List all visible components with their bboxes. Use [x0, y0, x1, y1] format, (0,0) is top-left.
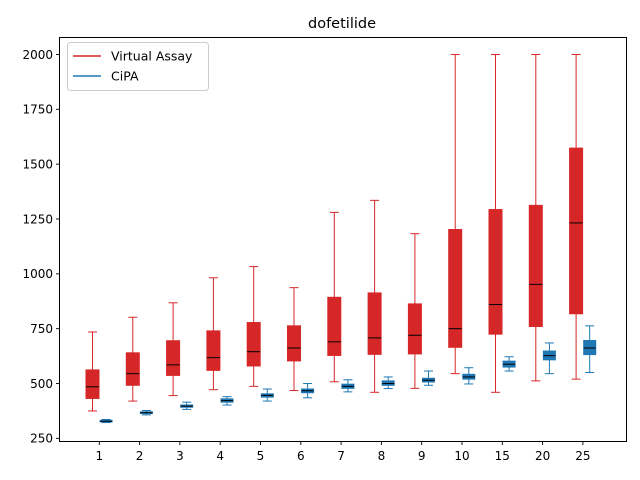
y-tick-label: 2000 [22, 48, 53, 62]
box-body [246, 322, 261, 367]
axes-frame [59, 37, 627, 442]
legend: Virtual Assay CiPA [67, 42, 209, 91]
box-body [166, 340, 181, 376]
x-tick-label: 3 [176, 449, 184, 463]
box-5 [260, 388, 274, 402]
box-8 [381, 376, 395, 390]
axes: 250 500 750 1000 1250 1500 1750 2000 1 2 3 4 5 6 7 8 9 10… [22, 48, 590, 463]
x-tick-label: 9 [418, 449, 426, 463]
box-body [488, 209, 503, 335]
box-body [327, 296, 342, 356]
x-tick-label: 2 [136, 449, 144, 463]
series-virtual-assay [85, 53, 584, 412]
x-tick-label: 6 [297, 449, 305, 463]
box-body [125, 352, 140, 386]
box-2 [139, 410, 153, 416]
y-tick-label: 750 [30, 322, 53, 336]
box-6 [287, 287, 301, 392]
box-25 [583, 325, 597, 374]
box-3 [166, 302, 181, 397]
x-tick-label: 7 [337, 449, 345, 463]
box-7 [341, 379, 355, 393]
plot-area [85, 53, 597, 424]
box-5 [246, 266, 261, 387]
y-tick-label: 500 [30, 377, 53, 391]
box-body [569, 147, 584, 315]
y-tick-label: 250 [30, 432, 53, 446]
box-6 [301, 383, 315, 399]
legend-label: Virtual Assay [111, 49, 193, 64]
box-body [367, 292, 382, 355]
box-body [85, 369, 100, 399]
box-body [528, 204, 543, 327]
box-body [206, 330, 221, 371]
box-body [448, 229, 463, 348]
y-tick-label: 1250 [22, 212, 53, 226]
box-15 [502, 356, 516, 372]
legend-label: CiPA [111, 69, 139, 84]
x-tick-label: 8 [378, 449, 386, 463]
x-tick-label: 5 [257, 449, 265, 463]
box-9 [422, 370, 435, 386]
box-1 [85, 331, 100, 412]
y-tick-label: 1500 [22, 157, 53, 171]
box-9 [407, 233, 422, 389]
x-tick-label: 20 [535, 449, 550, 463]
box-8 [367, 199, 382, 393]
box-25 [569, 53, 584, 380]
box-4 [220, 396, 234, 406]
box-20 [528, 53, 543, 382]
box-2 [125, 316, 140, 402]
box-7 [327, 211, 342, 383]
box-15 [488, 53, 503, 393]
box-10 [462, 367, 476, 385]
y-tick-label: 1750 [22, 103, 53, 117]
box-body [287, 325, 301, 362]
x-tick-label: 10 [454, 449, 469, 463]
x-tick-label: 4 [216, 449, 224, 463]
box-20 [542, 342, 556, 375]
chart-title: dofetilide [308, 16, 376, 32]
x-tick-label: 25 [575, 449, 590, 463]
box-10 [448, 53, 463, 375]
box-4 [206, 277, 221, 391]
x-tick-label: 1 [95, 449, 103, 463]
box-3 [180, 401, 194, 410]
box-1 [99, 419, 113, 424]
box-body [407, 303, 422, 355]
y-tick-label: 1000 [22, 267, 53, 281]
x-tick-label: 15 [495, 449, 510, 463]
series-cipa [99, 325, 597, 424]
legend-box [67, 42, 209, 91]
